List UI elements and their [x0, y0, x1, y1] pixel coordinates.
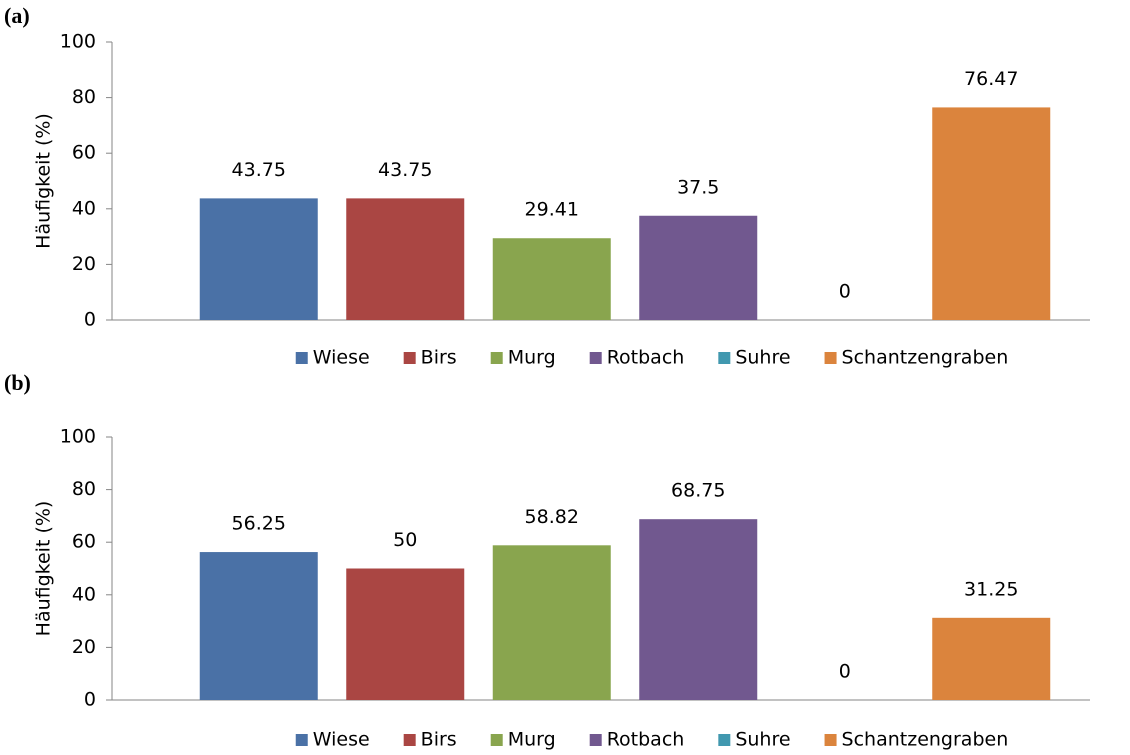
- legend-label: Suhre: [735, 729, 790, 751]
- value-label: 29.41: [525, 199, 579, 221]
- y-tick-label: 80: [72, 478, 96, 500]
- bar: [199, 552, 318, 700]
- bar: [199, 198, 318, 320]
- legend-label: Wiese: [313, 729, 370, 751]
- legend-label: Rotbach: [607, 729, 685, 751]
- legend-swatch: [490, 352, 503, 364]
- bar: [346, 198, 465, 320]
- legend-swatch: [295, 734, 308, 746]
- value-label: 56.25: [232, 513, 286, 535]
- bar: [932, 107, 1051, 321]
- y-axis-label: Häufigkeit (%): [33, 113, 55, 249]
- bar: [346, 568, 465, 700]
- value-label: 76.47: [964, 68, 1018, 90]
- legend-swatch: [589, 734, 602, 746]
- legend-swatch: [589, 352, 602, 364]
- legend-swatch: [295, 352, 308, 364]
- legend-swatch: [403, 352, 416, 364]
- y-tick-label: 40: [72, 583, 96, 605]
- bar: [492, 238, 611, 320]
- bar: [932, 617, 1051, 700]
- legend-label: Birs: [421, 729, 457, 751]
- bar: [639, 215, 758, 320]
- y-tick-label: 80: [72, 86, 96, 108]
- y-axis-label: Häufigkeit (%): [33, 501, 55, 637]
- value-label: 43.75: [232, 159, 286, 181]
- value-label: 50: [393, 529, 417, 551]
- value-label: 68.75: [671, 480, 725, 502]
- legend-label: Birs: [421, 347, 457, 369]
- legend-swatch: [718, 352, 731, 364]
- y-tick-label: 60: [72, 531, 96, 553]
- y-tick-label: 100: [60, 426, 96, 448]
- legend-label: Schantzengraben: [842, 729, 1009, 751]
- panel-label: (b): [4, 370, 31, 395]
- y-tick-label: 100: [60, 31, 96, 53]
- legend-swatch: [824, 734, 837, 746]
- legend-label: Wiese: [313, 347, 370, 369]
- legend-swatch: [490, 734, 503, 746]
- legend-label: Schantzengraben: [842, 347, 1009, 369]
- value-label: 37.5: [677, 176, 719, 198]
- legend-swatch: [718, 734, 731, 746]
- bar: [639, 519, 758, 700]
- y-tick-label: 0: [84, 689, 96, 711]
- legend-swatch: [403, 734, 416, 746]
- y-tick-label: 20: [72, 636, 96, 658]
- value-label: 0: [839, 661, 851, 683]
- y-tick-label: 60: [72, 142, 96, 164]
- value-label: 0: [839, 281, 851, 303]
- y-tick-label: 0: [84, 309, 96, 331]
- y-tick-label: 20: [72, 253, 96, 275]
- legend-label: Murg: [508, 729, 556, 751]
- bar: [492, 545, 611, 700]
- legend-label: Murg: [508, 347, 556, 369]
- value-label: 43.75: [378, 159, 432, 181]
- legend-swatch: [824, 352, 837, 364]
- value-label: 31.25: [964, 578, 1018, 600]
- legend-label: Rotbach: [607, 347, 685, 369]
- panel-label: (a): [4, 3, 30, 28]
- value-label: 58.82: [525, 506, 579, 528]
- y-tick-label: 40: [72, 197, 96, 219]
- legend-label: Suhre: [735, 347, 790, 369]
